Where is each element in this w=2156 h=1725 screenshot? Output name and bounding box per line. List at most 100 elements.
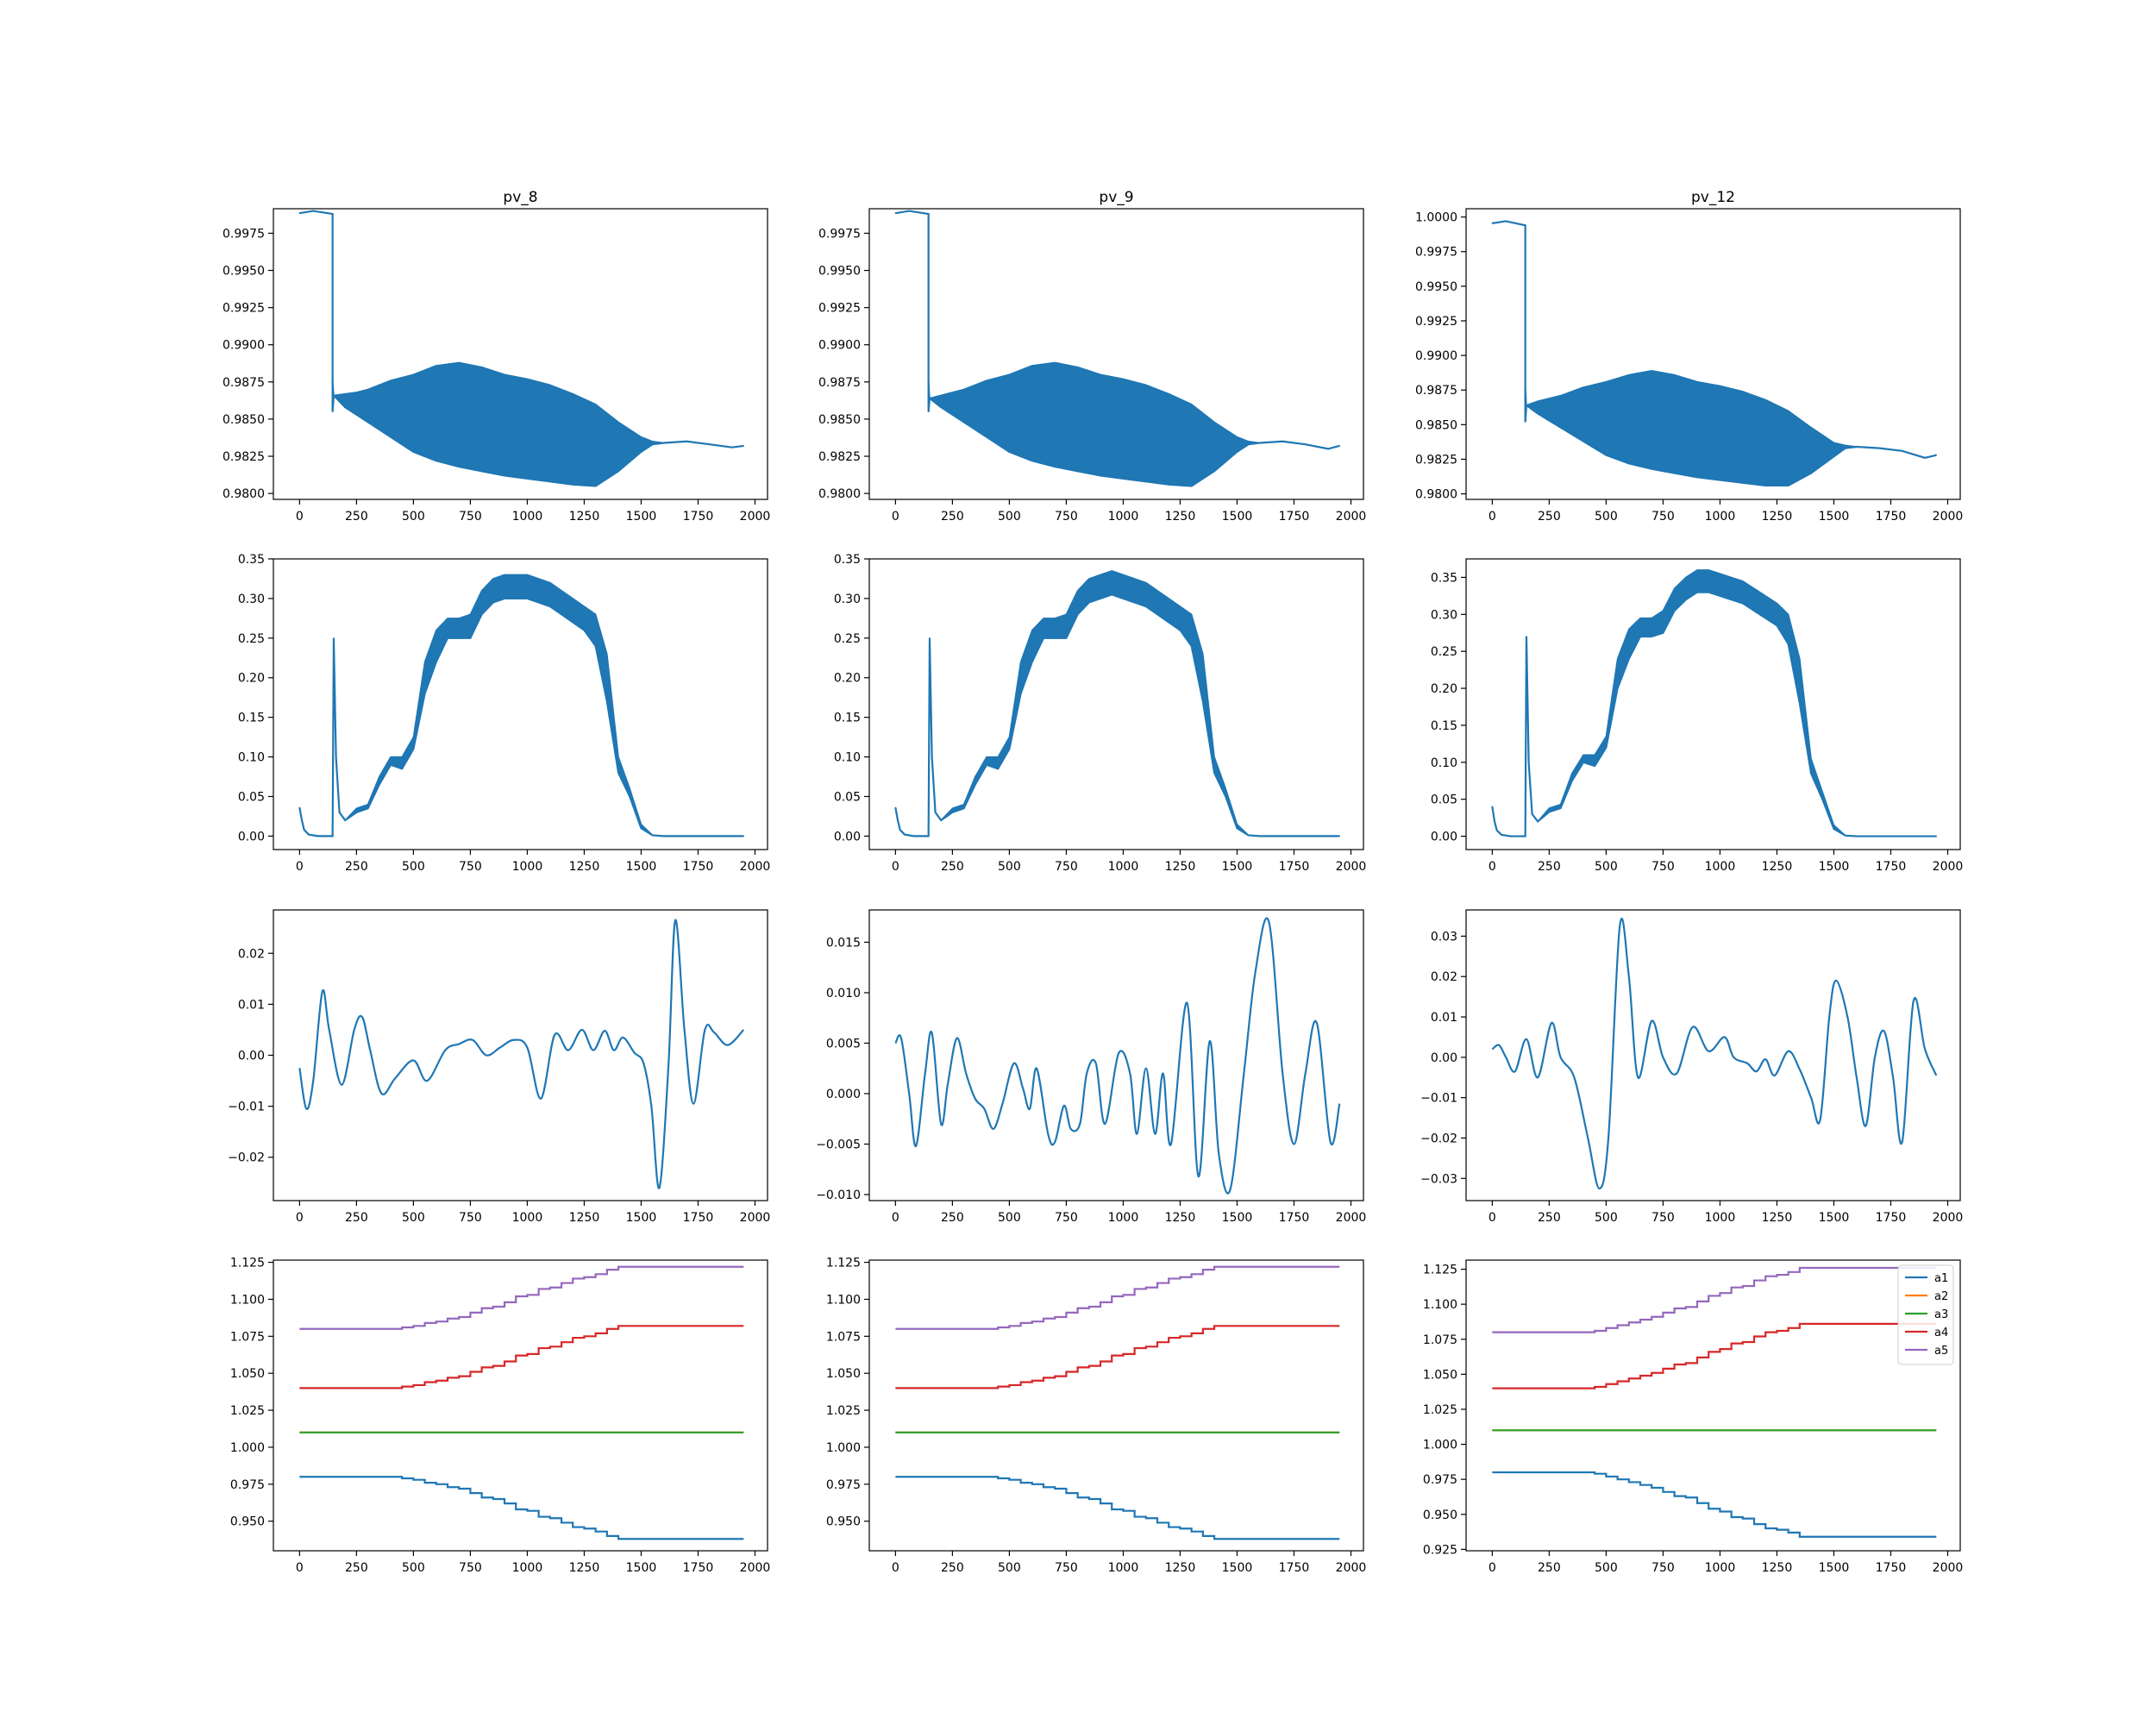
axes-frame — [1465, 558, 1961, 850]
x-tick-label: 750 — [1651, 510, 1675, 524]
x-tick-label: 1000 — [1108, 1561, 1139, 1575]
x-tick-label: 1000 — [512, 510, 543, 524]
plot-area — [894, 570, 1341, 837]
y-tick-label: 1.0000 — [1415, 211, 1457, 225]
x-tick-label: 2000 — [740, 1561, 771, 1575]
y-tick-label: 1.125 — [1423, 1264, 1457, 1277]
x-tick-label: 500 — [1595, 1211, 1618, 1225]
axes-frame — [868, 208, 1364, 500]
x-tick-label: 750 — [1651, 1561, 1675, 1575]
subplot-r1c1: 0 250 500 750 1000 1250 1500 1750 2000 0.00 0.05 0.… — [834, 553, 1366, 874]
x-tick-label: 1750 — [1279, 860, 1310, 874]
x-tick-label: 2000 — [1933, 1211, 1964, 1225]
y-tick-label: 0.950 — [1423, 1509, 1457, 1522]
x-tick-label: 1250 — [1165, 860, 1196, 874]
y-tick-label: 0.35 — [834, 553, 861, 567]
subplot-title: pv_12 — [1691, 189, 1735, 206]
series-value-line — [1491, 591, 1937, 837]
x-tick-label: 500 — [998, 860, 1021, 874]
legend-frame — [1897, 1264, 1954, 1365]
y-tick-label: 1.100 — [1423, 1298, 1457, 1312]
y-tick-label: 0.15 — [834, 712, 861, 725]
subplot-title: pv_9 — [1099, 189, 1133, 206]
x-tick-label: 1500 — [626, 510, 657, 524]
subplot-r1c2: 0 250 500 750 1000 1250 1500 1750 2000 0.00 0.05 0.… — [1431, 558, 1963, 874]
plot-area — [299, 1265, 744, 1540]
x-tick-label: 1500 — [1819, 1561, 1850, 1575]
y-tick-label: 0.10 — [238, 751, 265, 765]
y-tick-label: 0.35 — [238, 553, 265, 567]
y-tick-label: 0.9825 — [818, 450, 861, 464]
y-tick-label: 0.950 — [230, 1515, 265, 1529]
x-tick-label: 1250 — [1165, 1561, 1196, 1575]
plot-area — [1492, 1266, 1937, 1538]
x-tick-label: 750 — [459, 1561, 482, 1575]
subplot-r1c0: 0 250 500 750 1000 1250 1500 1750 2000 0.00 0.05 0.… — [238, 553, 770, 874]
axes-frame — [273, 1259, 768, 1552]
y-tick-label: 0.20 — [238, 672, 265, 686]
x-tick-label: 1750 — [1876, 1561, 1907, 1575]
y-tick-label: 0.9950 — [818, 265, 861, 279]
y-tick-label: 0.9900 — [222, 339, 265, 353]
x-tick-label: 250 — [345, 1561, 368, 1575]
series-a1-line — [299, 1476, 744, 1540]
y-tick-label: 0.05 — [238, 790, 265, 804]
y-tick-label: 0.00 — [238, 830, 265, 844]
x-tick-label: 250 — [1538, 1561, 1561, 1575]
y-tick-label: 0.9875 — [1415, 384, 1457, 398]
plot-area — [298, 210, 745, 487]
y-tick-label: 0.950 — [826, 1515, 861, 1529]
x-tick-label: 250 — [941, 1561, 964, 1575]
x-tick-label: 2000 — [740, 860, 771, 874]
axes-frame — [868, 1259, 1364, 1552]
y-tick-label: 0.9975 — [1415, 246, 1457, 260]
x-tick-label: 250 — [345, 1211, 368, 1225]
y-tick-label: 1.025 — [826, 1404, 861, 1418]
y-tick-label: 0.9825 — [1415, 453, 1457, 467]
x-tick-label: 750 — [459, 860, 482, 874]
subplot-r3c2: 0 250 500 750 1000 1250 1500 1750 2000 0.925 0.950… — [1423, 1259, 1963, 1575]
x-tick-label: 750 — [1651, 860, 1675, 874]
x-tick-label: 0 — [892, 860, 899, 874]
x-tick-label: 500 — [402, 860, 425, 874]
y-tick-label: 0.9825 — [222, 450, 265, 464]
y-tick-label: 0.010 — [826, 987, 861, 1000]
x-tick-label: 1750 — [1279, 1211, 1310, 1225]
subplot-r2c0: 0 250 500 750 1000 1250 1500 1750 2000 −0.02 −0.01… — [228, 909, 771, 1225]
y-tick-label: 0.03 — [1431, 930, 1457, 944]
x-tick-label: 0 — [1489, 1561, 1496, 1575]
subplot-r2c2: 0 250 500 750 1000 1250 1500 1750 2000 −0.03 −0.02… — [1420, 909, 1964, 1225]
subplot-title: pv_8 — [503, 189, 537, 206]
x-tick-label: 1750 — [683, 510, 714, 524]
y-tick-label: 1.075 — [1423, 1333, 1457, 1347]
x-tick-label: 1500 — [626, 1561, 657, 1575]
series-a5-line — [1492, 1266, 1937, 1333]
y-tick-label: 0.9925 — [818, 302, 861, 316]
y-tick-label: 0.15 — [238, 712, 265, 725]
y-tick-label: 0.01 — [1431, 1011, 1457, 1025]
x-tick-label: 0 — [1489, 1211, 1496, 1225]
x-tick-label: 750 — [1055, 510, 1078, 524]
x-tick-label: 500 — [1595, 1561, 1618, 1575]
y-tick-label: 0.02 — [238, 947, 265, 961]
x-tick-label: 500 — [402, 1561, 425, 1575]
series-value-line — [894, 917, 1341, 1195]
x-tick-label: 1000 — [1705, 510, 1736, 524]
x-tick-label: 750 — [1055, 860, 1078, 874]
y-tick-label: −0.01 — [228, 1101, 265, 1114]
x-tick-label: 250 — [1538, 860, 1561, 874]
x-tick-label: 1250 — [569, 510, 600, 524]
y-tick-label: −0.02 — [228, 1151, 265, 1165]
y-tick-label: 0.05 — [834, 790, 861, 804]
y-tick-label: 0.9900 — [1415, 349, 1457, 363]
x-tick-label: 750 — [1651, 1211, 1675, 1225]
x-tick-label: 2000 — [740, 1211, 771, 1225]
axes-frame — [1465, 909, 1961, 1201]
y-tick-label: −0.03 — [1420, 1172, 1457, 1186]
x-tick-label: 1000 — [1108, 860, 1139, 874]
subplot-r0c1: 0 250 500 750 1000 1250 1500 1750 2000 0.9800 0.98… — [818, 189, 1366, 524]
x-tick-label: 2000 — [1336, 1561, 1367, 1575]
x-tick-label: 1750 — [683, 860, 714, 874]
x-tick-label: 750 — [1055, 1561, 1078, 1575]
x-tick-label: 750 — [459, 510, 482, 524]
